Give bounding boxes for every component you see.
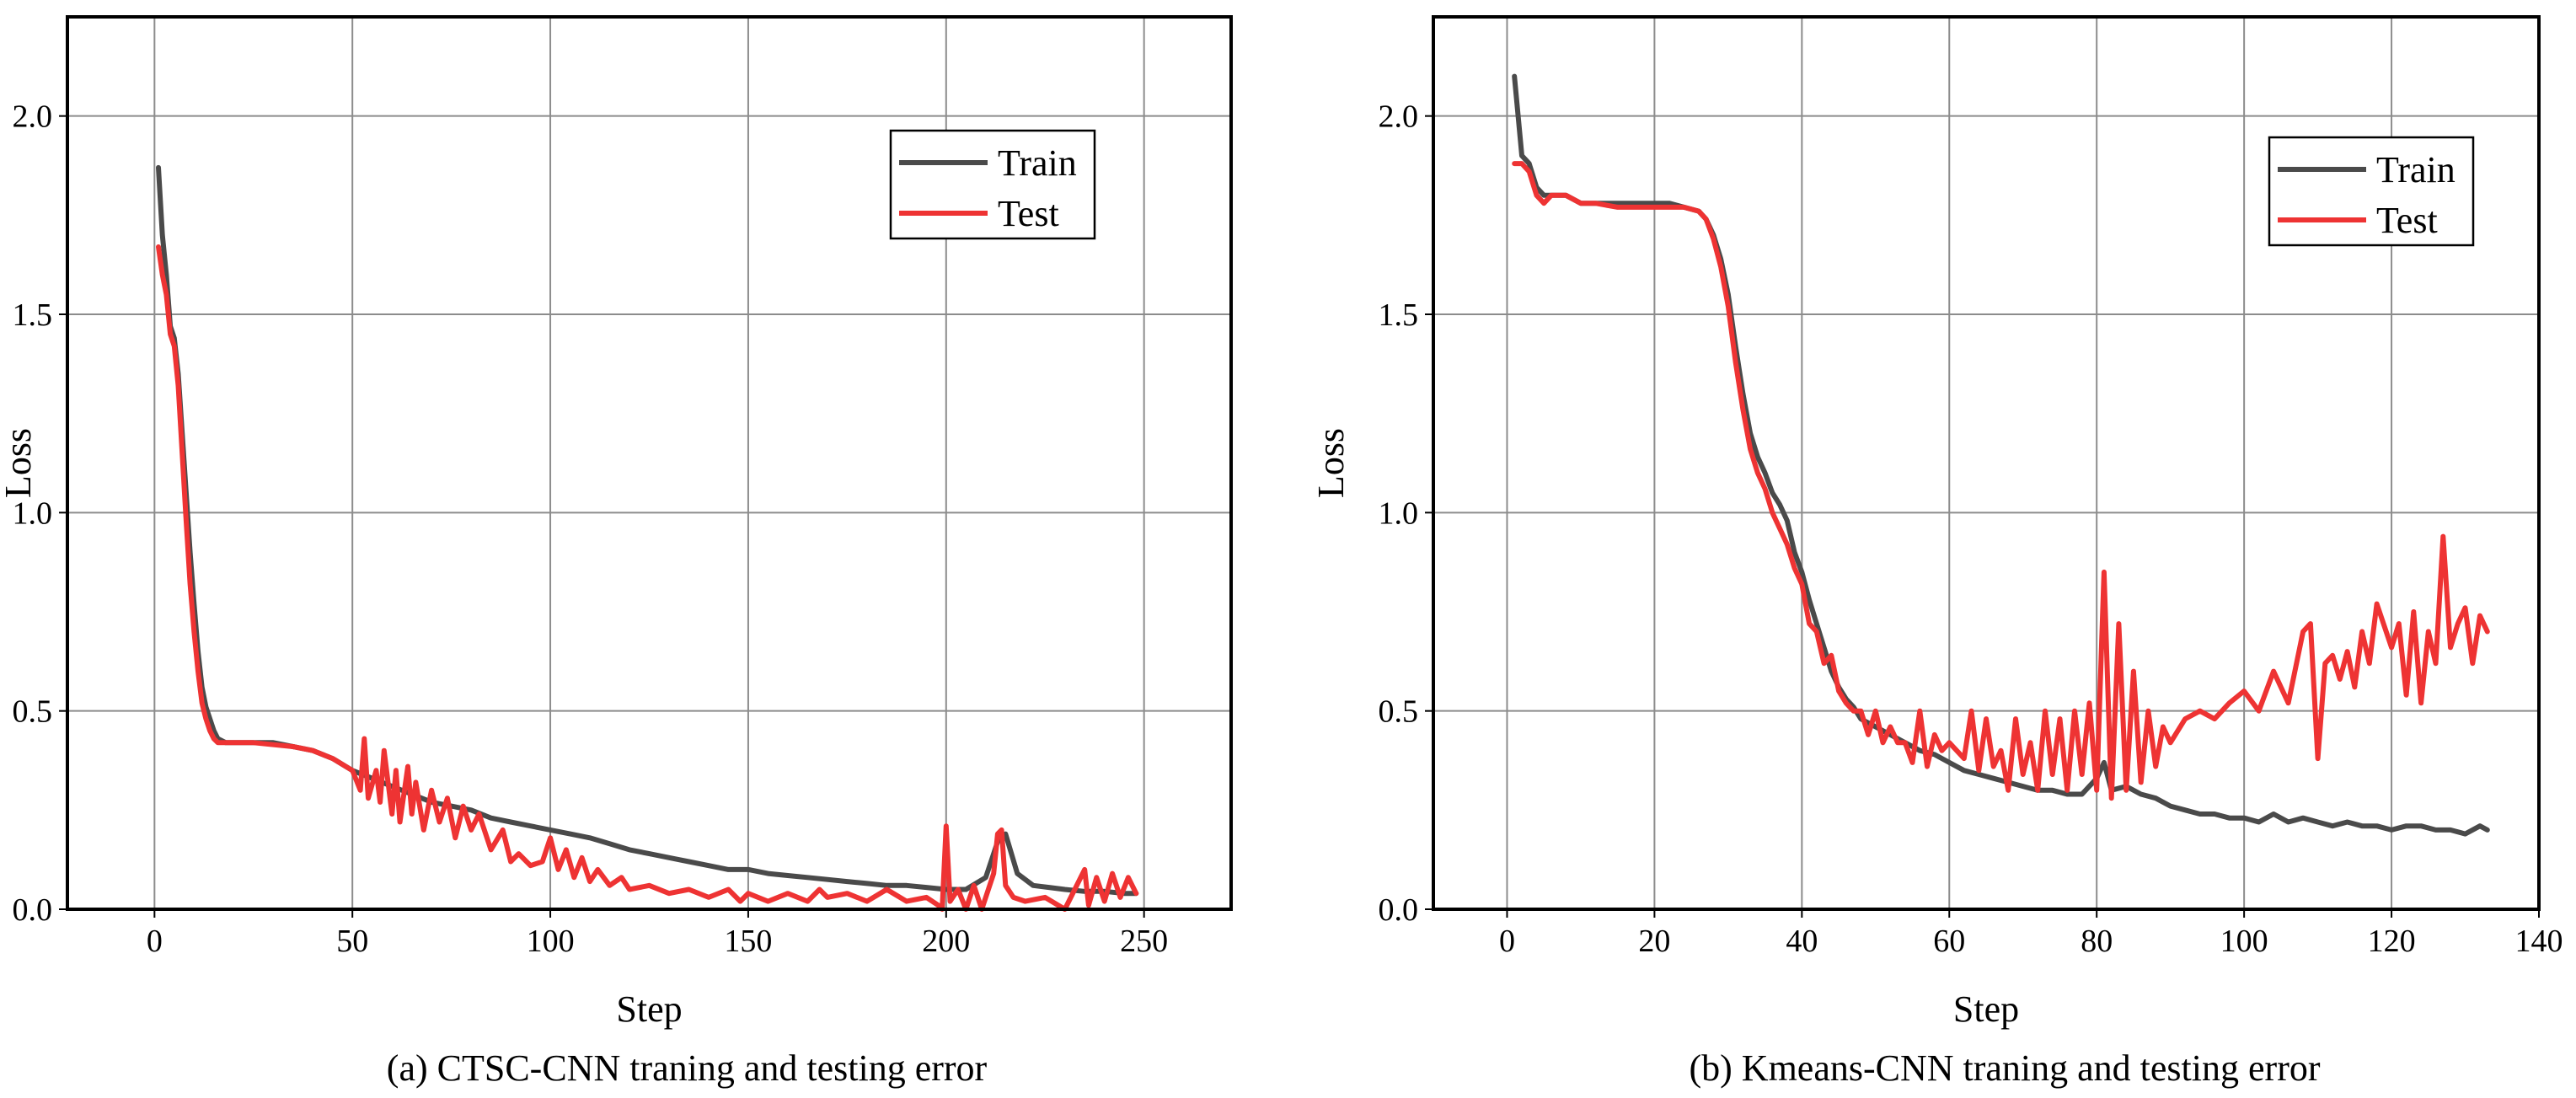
chart-a-x-tick-label: 100 — [527, 924, 575, 959]
chart-a-grid — [67, 17, 1231, 909]
chart-a-x-axis-label: Step — [616, 988, 682, 1030]
chart-a-y-tick-label: 2.0 — [13, 99, 53, 135]
chart-a-y-tick-label: 0.0 — [13, 892, 53, 928]
chart-b-x-axis-label: Step — [1953, 988, 2019, 1030]
chart-b-x-tick-label: 20 — [1638, 924, 1670, 959]
chart-b-series — [1512, 73, 2490, 837]
chart-b-y-tick-label: 0.0 — [1379, 892, 1419, 928]
chart-a-legend-box — [889, 129, 1096, 240]
chart-b-x-tick-label: 80 — [2081, 924, 2113, 959]
chart-a-ticks: 0 50 100 150 200 250 0.0 0.5 1.0 1.5 2.0 — [13, 99, 1169, 959]
chart-b-x-tick-label: 40 — [1786, 924, 1818, 959]
chart-b-caption: (b) Kmeans-CNN traning and testing error — [1689, 1047, 2320, 1089]
chart-b-series-test-line — [1512, 161, 2490, 801]
chart-b-x-tick-label: 60 — [1933, 924, 1965, 959]
chart-a-legend-label-train: Train — [998, 142, 1077, 184]
chart-b-x-tick-label: 140 — [2515, 924, 2563, 959]
chart-a-legend: Train Test — [889, 129, 1096, 240]
chart-a-series-test-line — [156, 244, 1139, 912]
chart-b-legend-label-train: Train — [2376, 149, 2456, 190]
chart-b-x-tick-label: 120 — [2368, 924, 2416, 959]
chart-b-legend: Train Test — [2268, 136, 2475, 247]
chart-a-y-axis-label: Loss — [0, 428, 39, 498]
chart-a-x-tick-label: 250 — [1120, 924, 1168, 959]
chart-a-legend-label-test: Test — [998, 193, 1059, 234]
chart-a-y-tick-label: 1.5 — [13, 297, 53, 333]
chart-b-y-tick-label: 1.0 — [1379, 495, 1419, 531]
chart-b-legend-label-test: Test — [2376, 200, 2438, 241]
chart-b-y-tick-label: 2.0 — [1379, 99, 1419, 135]
chart-b-legend-box — [2268, 136, 2475, 247]
chart-a: 0 50 100 150 200 250 0.0 0.5 1.0 1.5 2.0 Train Test… — [0, 15, 1233, 1089]
chart-a-series — [156, 164, 1139, 912]
chart-b-plot-frame — [1432, 15, 2541, 911]
chart-a-y-tick-label: 0.5 — [13, 694, 53, 730]
chart-a-y-tick-label: 1.0 — [13, 495, 53, 531]
chart-b-y-tick-label: 1.5 — [1379, 297, 1419, 333]
chart-a-x-tick-label: 150 — [724, 924, 772, 959]
chart-b-x-tick-label: 100 — [2220, 924, 2268, 959]
chart-b-y-tick-label: 0.5 — [1379, 694, 1419, 730]
chart-b-y-axis-label: Loss — [1310, 428, 1352, 498]
chart-b-x-tick-label: 0 — [1499, 924, 1515, 959]
chart-a-x-tick-label: 0 — [147, 924, 163, 959]
chart-a-x-tick-label: 200 — [922, 924, 970, 959]
chart-a-caption: (a) CTSC-CNN traning and testing error — [387, 1047, 988, 1089]
chart-a-x-tick-label: 50 — [336, 924, 368, 959]
chart-a-plot-frame — [66, 15, 1233, 911]
